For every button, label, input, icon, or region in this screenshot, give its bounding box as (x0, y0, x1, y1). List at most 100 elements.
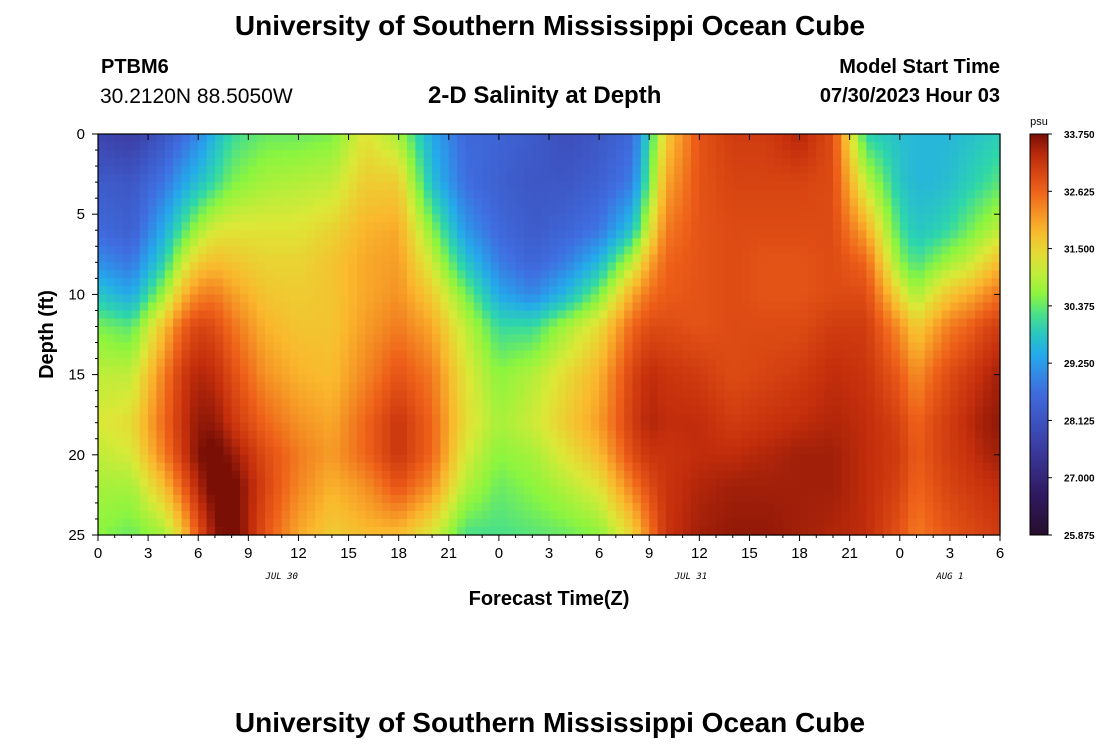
heatmap-cell (866, 166, 876, 175)
heatmap-cell (807, 398, 817, 408)
heatmap-cell (707, 310, 717, 320)
heatmap-cell (632, 310, 642, 320)
heatmap-cell (716, 382, 725, 392)
heatmap-cell (373, 462, 383, 472)
heatmap-cell (674, 438, 684, 448)
heatmap-cell (933, 350, 943, 360)
heatmap-cell (123, 318, 133, 328)
heatmap-cell (883, 174, 893, 183)
heatmap-cell (223, 422, 233, 432)
heatmap-cell (256, 318, 266, 328)
heatmap-cell (189, 342, 199, 352)
heatmap-cell (523, 398, 533, 408)
heatmap-cell (381, 182, 391, 191)
heatmap-cell (323, 318, 333, 328)
heatmap-cell (615, 318, 625, 328)
heatmap-cell (791, 486, 801, 496)
heatmap-cell (866, 134, 876, 143)
heatmap-cell (156, 230, 166, 239)
heatmap-cell (832, 246, 842, 255)
heatmap-cell (933, 454, 943, 464)
heatmap-cell (214, 374, 224, 384)
heatmap-cell (615, 166, 625, 175)
heatmap-cell (858, 150, 867, 159)
heatmap-cell (774, 198, 784, 207)
heatmap-cell (615, 326, 625, 336)
heatmap-cell (983, 342, 993, 352)
heatmap-cell (983, 206, 993, 215)
heatmap-cell (440, 422, 450, 432)
heatmap-cell (139, 318, 149, 328)
heatmap-cell (198, 358, 208, 368)
heatmap-cell (98, 438, 107, 448)
heatmap-cell (507, 182, 517, 191)
heatmap-cell (824, 430, 834, 440)
heatmap-cell (724, 230, 734, 239)
heatmap-cell (114, 342, 124, 352)
heatmap-cell (916, 398, 926, 408)
heatmap-cell (523, 438, 533, 448)
heatmap-cell (231, 166, 241, 175)
heatmap-cell (114, 262, 124, 271)
heatmap-cell (574, 238, 584, 247)
heatmap-cell (398, 294, 408, 304)
heatmap-cell (741, 414, 751, 424)
heatmap-cell (849, 166, 859, 175)
heatmap-cell (883, 406, 893, 416)
heatmap-cell (423, 294, 433, 304)
heatmap-cell (415, 246, 425, 255)
heatmap-cell (832, 182, 842, 191)
heatmap-cell (306, 302, 316, 312)
heatmap-cell (924, 166, 934, 175)
heatmap-cell (540, 326, 550, 336)
heatmap-cell (657, 238, 667, 247)
heatmap-cell (432, 214, 442, 223)
heatmap-cell (933, 206, 943, 215)
heatmap-cell (348, 222, 358, 231)
heatmap-cell (624, 478, 634, 488)
heatmap-cell (674, 214, 684, 223)
heatmap-cell (139, 406, 149, 416)
heatmap-cell (699, 494, 709, 504)
heatmap-cell (874, 262, 884, 271)
heatmap-cell (716, 254, 725, 263)
heatmap-cell (356, 158, 366, 167)
heatmap-cell (799, 438, 809, 448)
heatmap-cell (649, 454, 659, 464)
heatmap-cell (98, 190, 107, 199)
heatmap-cell (549, 486, 558, 496)
heatmap-cell (883, 470, 893, 480)
heatmap-cell (899, 150, 909, 159)
heatmap-cell (557, 454, 567, 464)
heatmap-cell (398, 134, 408, 143)
heatmap-cell (281, 278, 291, 287)
heatmap-cell (473, 206, 483, 215)
heatmap-cell (782, 462, 792, 472)
heatmap-cell (983, 254, 993, 263)
heatmap-cell (381, 270, 391, 279)
heatmap-cell (933, 214, 943, 223)
heatmap-cell (991, 430, 1001, 440)
heatmap-cell (899, 406, 909, 416)
heatmap-cell (164, 478, 174, 488)
heatmap-cell (432, 318, 442, 328)
heatmap-cell (540, 254, 550, 263)
heatmap-cell (908, 270, 918, 279)
heatmap-cell (849, 422, 859, 432)
heatmap-cell (908, 430, 918, 440)
heatmap-cell (340, 374, 350, 384)
heatmap-cell (273, 158, 283, 167)
heatmap-cell (590, 238, 600, 247)
heatmap-cell (607, 342, 617, 352)
heatmap-cell (557, 310, 567, 320)
heatmap-cell (156, 470, 166, 480)
heatmap-cell (732, 134, 742, 143)
heatmap-cell (540, 406, 550, 416)
heatmap-cell (858, 214, 867, 223)
heatmap-cell (757, 358, 767, 368)
heatmap-cell (649, 398, 659, 408)
heatmap-cell (432, 166, 442, 175)
heatmap-cell (189, 174, 199, 183)
heatmap-cell (924, 286, 934, 295)
heatmap-cell (674, 310, 684, 320)
